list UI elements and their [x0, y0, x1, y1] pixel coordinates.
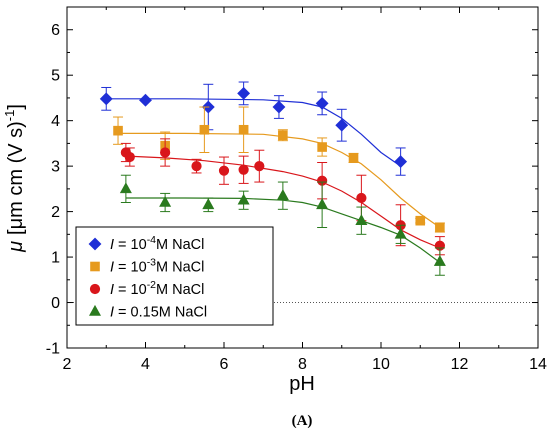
x-tick-label: 6 — [220, 356, 229, 373]
data-point — [415, 215, 426, 226]
data-point — [317, 142, 327, 152]
data-point — [238, 124, 249, 135]
y-axis-unit: [μm cm (V s) — [5, 121, 27, 235]
data-point — [119, 182, 132, 194]
y-tick-label: 4 — [51, 113, 60, 130]
y-axis-unit-exponent: -1 — [2, 110, 17, 122]
x-axis-title: pH — [289, 373, 315, 395]
data-point — [237, 86, 251, 100]
y-tick-label: 3 — [51, 159, 60, 176]
figure-caption: (A) — [292, 413, 313, 429]
data-point — [254, 161, 265, 172]
y-tick-label: 2 — [51, 204, 60, 221]
legend-label-4: I = 0.15M NaCl — [110, 305, 207, 321]
svg-text:μ[μm cm (V s)-1]: μ [μm cm (V s)-1] — [2, 104, 27, 253]
series-4 — [119, 174, 446, 276]
data-point — [159, 195, 172, 207]
x-tick-label: 4 — [141, 356, 150, 373]
legend: I = 10-4M NaCl I = 10-3M NaCl I = 10-2M Na… — [75, 226, 274, 326]
data-points — [99, 81, 446, 276]
data-point — [160, 147, 171, 158]
data-point — [394, 227, 407, 239]
fit-curve-2 — [118, 132, 441, 228]
data-point — [113, 125, 123, 136]
legend-marker-3 — [89, 283, 101, 295]
y-axis-symbol: μ — [5, 241, 27, 253]
x-tick-label: 12 — [451, 356, 469, 373]
x-tick-label: 8 — [298, 356, 307, 373]
series-1 — [99, 81, 408, 176]
legend-label-2: I = 10-3M NaCl — [110, 257, 204, 276]
data-point — [237, 193, 250, 205]
data-point — [394, 155, 408, 169]
data-point — [218, 165, 230, 176]
x-tick-label: 2 — [63, 356, 72, 373]
legend-label-3: I = 10-2M NaCl — [110, 279, 204, 298]
y-axis-unit-close: ] — [5, 104, 27, 110]
x-tick-label: 14 — [529, 356, 547, 373]
legend-box — [75, 226, 274, 326]
data-point — [276, 189, 289, 200]
data-point — [124, 151, 135, 163]
data-point — [433, 254, 446, 266]
data-point — [348, 153, 359, 163]
y-axis-title: μ [μm cm (V s)-1] — [2, 104, 27, 253]
y-tick-label: 6 — [51, 22, 60, 39]
data-point — [435, 222, 445, 233]
data-point — [316, 198, 329, 210]
y-tick-label: 1 — [51, 250, 60, 267]
y-tick-label: 0 — [51, 295, 60, 312]
data-point — [191, 161, 202, 172]
legend-marker-4 — [88, 304, 102, 316]
legend-marker-1 — [88, 237, 102, 251]
legend-marker-2 — [90, 261, 100, 272]
data-point — [335, 118, 349, 132]
data-point — [355, 214, 368, 225]
y-tick-label: -1 — [46, 341, 60, 358]
legend-label-1: I = 10-4M NaCl — [110, 234, 204, 253]
data-point — [139, 93, 152, 107]
data-point — [99, 92, 113, 106]
x-tick-label: 10 — [372, 356, 390, 373]
data-point — [315, 96, 329, 110]
data-point — [199, 124, 210, 135]
data-point — [278, 130, 288, 141]
data-point — [356, 192, 367, 204]
data-point — [202, 198, 215, 210]
data-point — [272, 100, 286, 114]
series-2 — [113, 106, 445, 233]
data-point — [238, 164, 249, 175]
y-tick-label: 5 — [51, 68, 60, 85]
